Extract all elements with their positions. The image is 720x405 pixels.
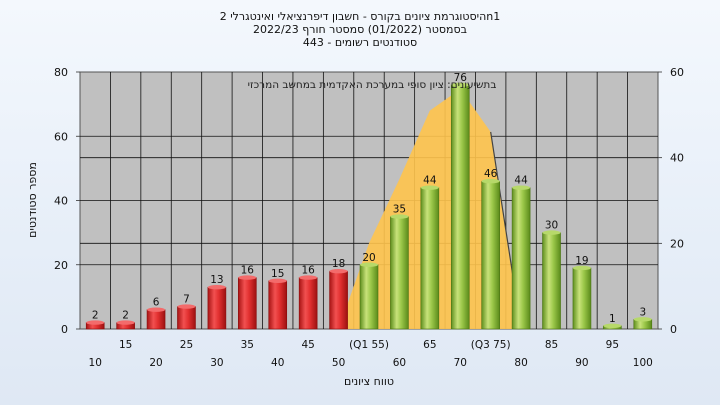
x-tick-label: 10 <box>89 357 102 369</box>
x-tick-label: 45 <box>301 339 314 351</box>
bar <box>177 306 196 330</box>
bar-top <box>481 179 500 184</box>
bar-value-label: 2 <box>92 310 99 322</box>
bar <box>329 270 348 330</box>
bar-top <box>116 320 135 325</box>
x-tick-label: 80 <box>514 357 527 369</box>
bar-value-label: 16 <box>301 265 315 277</box>
bar <box>390 216 409 330</box>
x-tick-label: (Q3 75) <box>471 339 511 351</box>
bar-top <box>147 307 166 312</box>
bar-top <box>86 320 105 325</box>
bar <box>572 267 592 330</box>
bar <box>146 309 166 330</box>
bar-top <box>299 275 318 280</box>
bar-top <box>360 262 378 267</box>
x-tick-label: 30 <box>210 357 223 369</box>
bar <box>268 280 288 330</box>
bar-top <box>420 185 439 190</box>
chart-title: היסטוגרמת ציונים בקורס - חשבון דיפרנציאל… <box>219 10 501 23</box>
bar-value-label: 30 <box>545 220 558 232</box>
bar-value-label: 1 <box>609 313 616 325</box>
chart-subtitle-semester: בסמסטר (01/2022) סמסטר חורף 2022/23 <box>253 23 467 36</box>
bar-value-label: 44 <box>514 175 528 187</box>
x-tick-label: 40 <box>271 357 284 369</box>
bar-value-label: 13 <box>210 274 223 286</box>
y-right-tick-label: 40 <box>670 152 684 165</box>
x-tick-label: 50 <box>332 357 345 369</box>
y-left-tick-label: 40 <box>54 195 68 208</box>
bar <box>511 187 531 330</box>
x-tick-label: (Q1 55) <box>349 339 389 351</box>
y-left-tick-label: 20 <box>54 259 68 272</box>
bar-top <box>268 278 287 284</box>
x-tick-label: 65 <box>423 339 436 351</box>
bar <box>298 277 318 330</box>
x-tick-label: 15 <box>119 339 132 351</box>
y-right-tick-label: 20 <box>670 237 684 250</box>
bar-top <box>603 323 622 328</box>
bar-value-label: 44 <box>423 175 437 187</box>
bar-value-label: 20 <box>362 252 375 264</box>
bar-top <box>512 185 531 190</box>
bar <box>542 232 561 330</box>
chart-title-block: היסטוגרמת ציונים בקורס - חשבון דיפרנציאל… <box>0 10 720 49</box>
bar-top <box>390 214 409 219</box>
bar <box>420 187 440 330</box>
bar-value-label: 46 <box>484 168 498 180</box>
bar-value-label: 3 <box>639 306 646 318</box>
bar-top <box>329 268 348 274</box>
y-right-tick-label: 60 <box>670 66 684 79</box>
bars-layer <box>85 82 653 330</box>
bar-top <box>572 265 591 271</box>
bar-value-label: 15 <box>271 268 284 280</box>
bar-top <box>207 285 226 290</box>
y-right-tick-label: 0 <box>670 323 677 336</box>
y-left-tick-label: 0 <box>61 323 68 336</box>
bar-top <box>238 275 257 280</box>
y-left-tick-label: 60 <box>54 130 68 143</box>
chart-subtitle-registered: 443 - סטודנטים רשומים <box>302 36 418 49</box>
bar <box>481 180 500 330</box>
x-tick-label: 90 <box>575 357 588 369</box>
bar-value-label: 19 <box>575 255 588 267</box>
x-tick-label: 60 <box>393 357 406 369</box>
x-tick-label: 100 <box>633 357 653 369</box>
bar-value-label: 7 <box>183 294 190 306</box>
chart-annotation: בתשיעונים: ציון סופי במערכת האקדמית במחש… <box>248 79 497 91</box>
x-tick-label: 20 <box>149 357 162 369</box>
x-tick-label: 85 <box>545 339 558 351</box>
bar-value-label: 76 <box>454 72 468 84</box>
y-left-tick-label: 80 <box>54 66 68 79</box>
bar-top <box>451 82 470 88</box>
bar <box>450 84 470 330</box>
axes-layer: 0 20 40 60 80 0 20 40 60 10 15 20 25 30 35 40 45 50 (Q1 55… <box>54 66 684 369</box>
x-tick-label: 95 <box>606 339 619 351</box>
bar-value-label: 16 <box>241 265 255 277</box>
bar-top <box>633 317 652 322</box>
bar-top <box>177 304 196 309</box>
bar-value-label: 18 <box>332 258 345 270</box>
x-tick-label: 25 <box>180 339 193 351</box>
y-axis-label: מספר סטודנטים <box>26 162 39 238</box>
bar-value-label: 2 <box>122 310 129 322</box>
bar <box>238 277 257 330</box>
x-axis-label: טווח ציונים <box>344 375 394 388</box>
x-tick-label: 35 <box>241 339 254 351</box>
bar-value-label: 35 <box>393 204 406 216</box>
bar <box>207 286 227 330</box>
bar-top <box>542 230 561 235</box>
bar-value-label: 6 <box>153 297 160 309</box>
x-tick-label: 70 <box>454 357 467 369</box>
bar <box>359 264 379 330</box>
